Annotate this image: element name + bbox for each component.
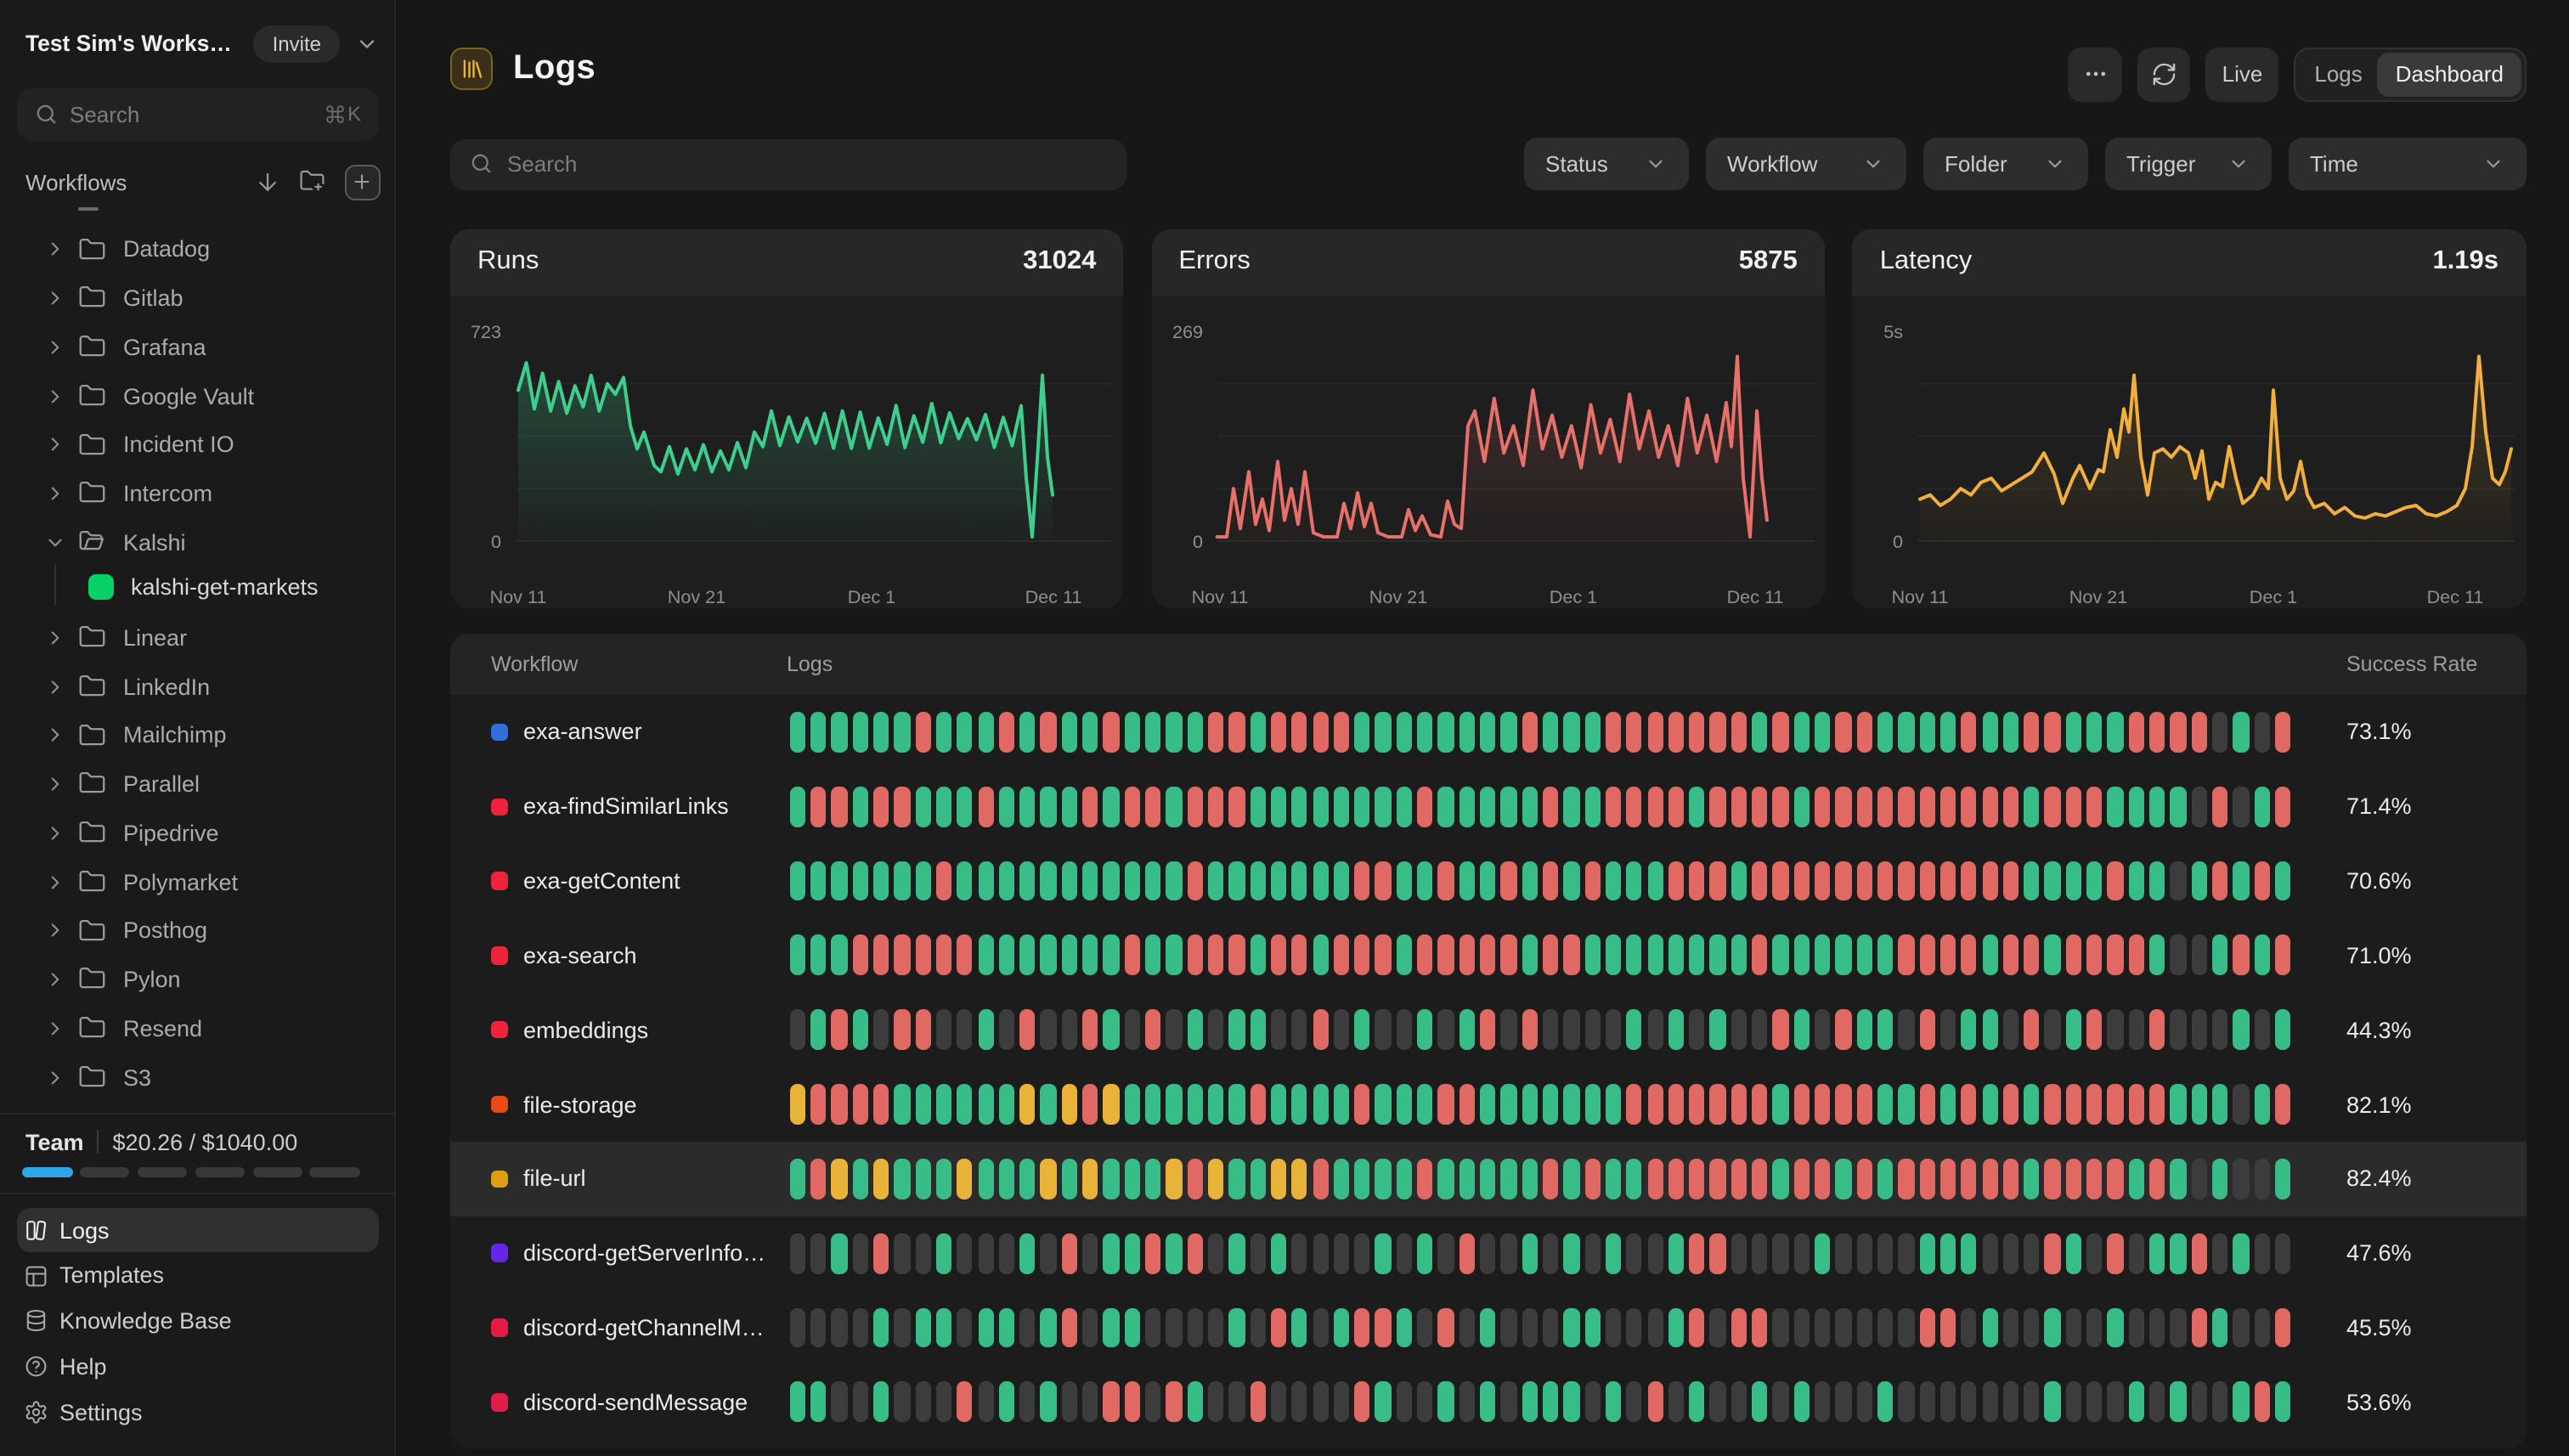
svg-text:Nov 11: Nov 11	[490, 585, 547, 607]
svg-text:0: 0	[1894, 530, 1904, 551]
svg-text:Nov 21: Nov 21	[2069, 585, 2127, 607]
svg-text:0: 0	[491, 530, 501, 551]
svg-text:Dec 1: Dec 1	[1549, 585, 1596, 607]
svg-text:Dec 11: Dec 11	[1726, 585, 1783, 607]
svg-text:Nov 21: Nov 21	[668, 585, 726, 607]
svg-text:723: 723	[471, 320, 501, 341]
svg-text:Nov 21: Nov 21	[1369, 585, 1426, 607]
svg-text:0: 0	[1192, 530, 1202, 551]
svg-text:Dec 11: Dec 11	[1025, 585, 1082, 607]
svg-text:Dec 1: Dec 1	[2250, 585, 2297, 607]
svg-text:Nov 11: Nov 11	[1191, 585, 1248, 607]
svg-text:Dec 11: Dec 11	[2427, 585, 2484, 607]
svg-text:Dec 1: Dec 1	[848, 585, 895, 607]
svg-text:269: 269	[1172, 320, 1202, 341]
svg-text:5s: 5s	[1884, 320, 1904, 341]
svg-text:Nov 11: Nov 11	[1892, 585, 1949, 607]
